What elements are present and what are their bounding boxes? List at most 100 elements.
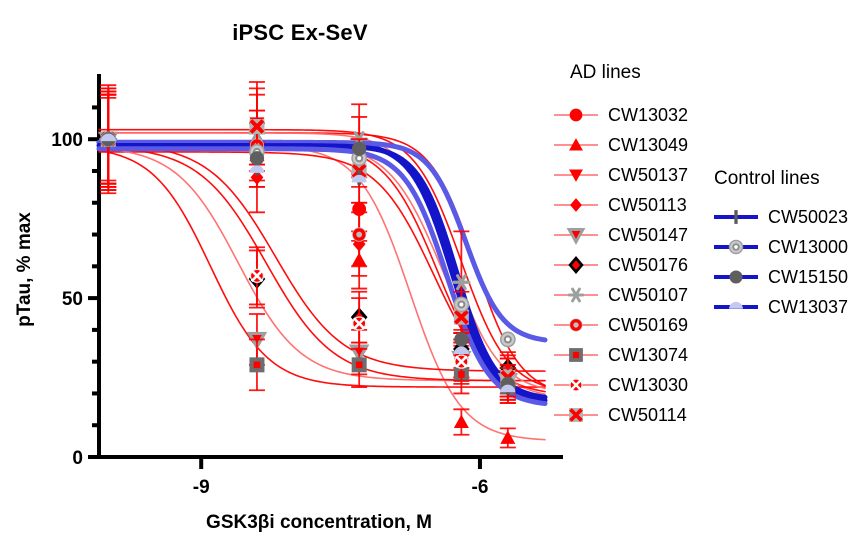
data-marker-square-x xyxy=(453,309,469,325)
legend-item-CW50113[interactable]: CW50113 xyxy=(552,190,688,220)
y-tick-label: 100 xyxy=(51,130,83,151)
data-marker-asterisk xyxy=(452,274,471,291)
series-CW50114 xyxy=(100,87,516,398)
legend-item-CW15150[interactable]: CW15150 xyxy=(712,262,848,292)
legend-label: CW13049 xyxy=(608,134,689,155)
fit-curve-CW13000 xyxy=(96,139,548,343)
legend-title-ad: AD lines xyxy=(570,62,641,83)
legend-key-circle-dark-icon xyxy=(712,264,760,290)
legend-key-plus-gray-icon xyxy=(712,204,760,230)
data-marker-circle xyxy=(569,108,583,122)
legend-key-triangle-down-icon xyxy=(552,162,600,188)
legend-item-CW13037[interactable]: CW13037 xyxy=(712,292,848,322)
data-marker-circle-x xyxy=(454,354,469,369)
data-marker-semicircle-lavender xyxy=(100,133,116,142)
legend-label: CW50114 xyxy=(608,404,687,425)
data-marker-semicircle-lavender xyxy=(453,346,469,355)
data-marker-square xyxy=(569,348,583,362)
data-marker-square-x xyxy=(249,118,265,134)
data-marker-semicircle-lavender xyxy=(729,301,743,309)
legend-label: CW50113 xyxy=(608,194,687,215)
legend-item-CW13074[interactable]: CW13074 xyxy=(552,340,688,370)
x-axis-title: GSK3βi concentration, M xyxy=(206,512,432,533)
data-marker-semicircle-lavender xyxy=(249,165,265,173)
legend-label: CW13030 xyxy=(608,374,689,395)
legend-key-triangle-down-gray-icon xyxy=(552,222,600,248)
legend-item-CW13049[interactable]: CW13049 xyxy=(552,130,688,160)
data-marker-triangle-up xyxy=(500,430,516,444)
data-marker-diamond xyxy=(570,198,582,212)
legend-item-CW50137[interactable]: CW50137 xyxy=(552,160,688,190)
data-marker-triangle-up xyxy=(569,138,583,151)
data-marker-circle-x xyxy=(569,378,583,392)
legend-key-circle-ring-icon xyxy=(552,312,600,338)
data-marker-circle-ring xyxy=(352,227,367,242)
data-marker-circle-ring xyxy=(569,318,583,332)
fit-curve-CW50137 xyxy=(98,128,546,387)
legend-key-circle-icon xyxy=(552,102,600,128)
legend-key-triangle-up-icon xyxy=(552,132,600,158)
data-marker-square-x xyxy=(569,408,583,422)
data-marker-semicircle-lavender xyxy=(351,174,367,183)
data-marker-diamond-black xyxy=(568,255,584,275)
data-marker-circle-dark xyxy=(454,332,469,347)
legend-item-CW50147[interactable]: CW50147 xyxy=(552,220,688,250)
legend-label: CW13000 xyxy=(768,236,849,257)
legend-key-semicircle-lavender-icon xyxy=(712,294,760,320)
fit-curve-CW13049 xyxy=(98,144,546,441)
data-marker-circle-x xyxy=(249,268,265,283)
legend-key-circle-ring-gray-icon xyxy=(712,234,760,260)
fit-curves xyxy=(96,128,548,441)
legend-item-CW13030[interactable]: CW13030 xyxy=(552,370,688,400)
legend-item-CW50107[interactable]: CW50107 xyxy=(552,280,688,310)
legend-item-CW13000[interactable]: CW13000 xyxy=(712,232,848,262)
y-axis-title: pTau, % max xyxy=(14,212,35,327)
legend-label: CW50107 xyxy=(608,284,689,305)
legend-item-CW50169[interactable]: CW50169 xyxy=(552,310,688,340)
legend-label: CW50023 xyxy=(768,206,849,227)
legend-item-CW50114[interactable]: CW50114 xyxy=(552,400,688,430)
data-marker-square xyxy=(351,357,367,373)
data-marker-circle-dark xyxy=(249,151,265,166)
x-tick-label: -6 xyxy=(472,477,489,498)
data-marker-semicircle-lavender xyxy=(500,384,516,393)
x-tick-label: -9 xyxy=(193,477,210,498)
legend-label: CW50147 xyxy=(608,224,689,245)
data-marker-triangle-up xyxy=(453,414,469,429)
chart-title: iPSC Ex-SeV xyxy=(232,20,368,45)
data-marker-circle-ring-gray xyxy=(453,296,470,313)
y-tick-label: 0 xyxy=(72,448,83,469)
fit-curve-CW13074 xyxy=(98,149,546,388)
series-CW50107 xyxy=(99,90,517,395)
fit-curve-CW13030 xyxy=(98,146,546,382)
data-marker-asterisk xyxy=(567,287,585,303)
legend-label: CW50169 xyxy=(608,314,689,335)
legend-key-circle-x-icon xyxy=(552,372,600,398)
legend-item-CW50023[interactable]: CW50023 xyxy=(712,202,848,232)
data-marker-triangle-down-gray xyxy=(566,228,586,245)
data-points xyxy=(98,81,519,449)
data-marker-circle-ring-gray xyxy=(499,331,516,348)
series-CW13037 xyxy=(100,133,516,393)
y-tick-label: 50 xyxy=(62,289,83,310)
legend-key-diamond-icon xyxy=(552,192,600,218)
legend-label: CW15150 xyxy=(768,266,849,287)
data-marker-circle-ring-gray xyxy=(728,239,744,255)
legend-key-diamond-black-icon xyxy=(552,252,600,278)
legend-key-square-x-icon xyxy=(552,402,600,428)
legend-label: CW13074 xyxy=(608,344,689,365)
data-marker-circle-dark xyxy=(352,141,367,156)
data-marker-circle-dark xyxy=(729,270,743,284)
fit-curve-CW13037 xyxy=(96,146,548,407)
legend-item-CW50176[interactable]: CW50176 xyxy=(552,250,688,280)
fit-curve-CW50176 xyxy=(98,142,546,372)
legend-title-control: Control lines xyxy=(714,168,820,189)
legend-key-asterisk-icon xyxy=(552,282,600,308)
legend-item-CW13032[interactable]: CW13032 xyxy=(552,100,688,130)
legend-label: CW13032 xyxy=(608,104,689,125)
legend-key-square-icon xyxy=(552,342,600,368)
data-marker-square xyxy=(249,357,265,373)
legend-label: CW13037 xyxy=(768,296,849,317)
